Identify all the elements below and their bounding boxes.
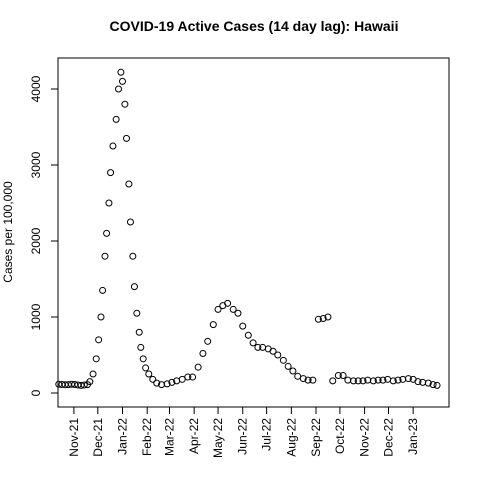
data-point <box>125 180 133 188</box>
data-point <box>279 356 287 364</box>
data-point <box>112 115 120 123</box>
x-tick-label: Oct-22 <box>333 418 347 454</box>
data-point <box>199 349 207 357</box>
data-point <box>194 363 202 371</box>
data-point <box>289 367 297 375</box>
data-point <box>135 328 143 336</box>
data-point <box>374 376 382 384</box>
data-point <box>339 372 347 380</box>
data-point <box>92 355 100 363</box>
data-point <box>433 381 441 389</box>
x-tick-label: Jan-22 <box>116 418 130 455</box>
data-point <box>97 313 105 321</box>
data-point <box>117 68 125 76</box>
data-point <box>122 134 130 142</box>
data-point <box>99 286 107 294</box>
data-point <box>105 199 113 207</box>
data-point <box>153 379 161 387</box>
data-point <box>309 376 317 384</box>
data-point <box>424 379 432 387</box>
data-point <box>142 364 150 372</box>
y-tick-label: 3000 <box>29 151 43 178</box>
x-tick-label: Apr-22 <box>187 418 201 454</box>
data-point <box>130 283 138 291</box>
data-point <box>168 378 176 386</box>
data-point <box>324 313 332 321</box>
data-point <box>149 375 157 383</box>
data-point <box>89 370 97 378</box>
data-point <box>314 315 322 323</box>
x-tick-label: Sep-22 <box>309 418 323 457</box>
x-tick-label: Jan-23 <box>406 418 420 455</box>
data-point <box>119 77 127 85</box>
data-point <box>209 321 217 329</box>
data-point <box>359 377 367 385</box>
x-tick-label: Jun-22 <box>236 418 250 455</box>
x-tick-label: Feb-22 <box>140 418 154 456</box>
data-point <box>126 218 134 226</box>
data-point <box>184 373 192 381</box>
data-point <box>214 305 222 313</box>
data-point <box>244 331 252 339</box>
data-point <box>369 377 377 385</box>
data-point <box>284 362 292 370</box>
y-tick-label: 0 <box>29 389 43 396</box>
x-tick-label: Aug-22 <box>284 418 298 457</box>
data-point <box>107 169 115 177</box>
data-point <box>137 343 145 351</box>
data-point <box>80 381 88 389</box>
data-point <box>86 378 94 386</box>
data-point <box>404 375 412 383</box>
data-point <box>224 299 232 307</box>
data-point <box>354 377 362 385</box>
x-tick-label: Mar-22 <box>162 418 176 456</box>
data-point <box>414 378 422 386</box>
data-point <box>103 229 111 237</box>
x-tick-label: Nov-22 <box>358 418 372 457</box>
y-tick-label: 4000 <box>29 75 43 102</box>
x-tick-label: Nov-21 <box>67 418 81 457</box>
data-point <box>349 377 357 385</box>
data-point <box>389 377 397 385</box>
data-point <box>163 380 171 388</box>
data-point <box>204 337 212 345</box>
x-tick-label: May-22 <box>211 418 225 458</box>
data-point <box>234 309 242 317</box>
data-point <box>274 351 282 359</box>
data-point <box>101 252 109 260</box>
data-point <box>394 376 402 384</box>
x-tick-label: Dec-21 <box>91 418 105 457</box>
data-point <box>239 322 247 330</box>
x-tick-label: Jul-22 <box>260 418 274 451</box>
data-point <box>429 381 437 389</box>
data-point <box>95 336 103 344</box>
data-point <box>129 252 137 260</box>
data-point <box>304 376 312 384</box>
data-point <box>133 309 141 317</box>
data-point <box>344 376 352 384</box>
data-point <box>254 343 262 351</box>
data-point <box>379 376 387 384</box>
data-point <box>334 372 342 380</box>
data-point <box>139 355 147 363</box>
data-point <box>109 142 117 150</box>
data-point <box>269 347 277 355</box>
data-point <box>121 100 129 108</box>
x-tick-label: Dec-22 <box>381 418 395 457</box>
plot-frame <box>57 57 450 408</box>
data-point <box>329 377 337 385</box>
data-point <box>115 85 123 93</box>
y-tick-label: 2000 <box>29 227 43 254</box>
data-point <box>319 315 327 323</box>
y-axis-label: Cases per 100,000 <box>1 181 15 283</box>
y-tick-label: 1000 <box>29 303 43 330</box>
data-point <box>229 305 237 313</box>
data-point <box>145 370 153 378</box>
data-point <box>189 373 197 381</box>
chart-title: COVID-19 Active Cases (14 day lag): Hawa… <box>110 18 399 34</box>
data-point <box>249 339 257 347</box>
data-point <box>299 375 307 383</box>
